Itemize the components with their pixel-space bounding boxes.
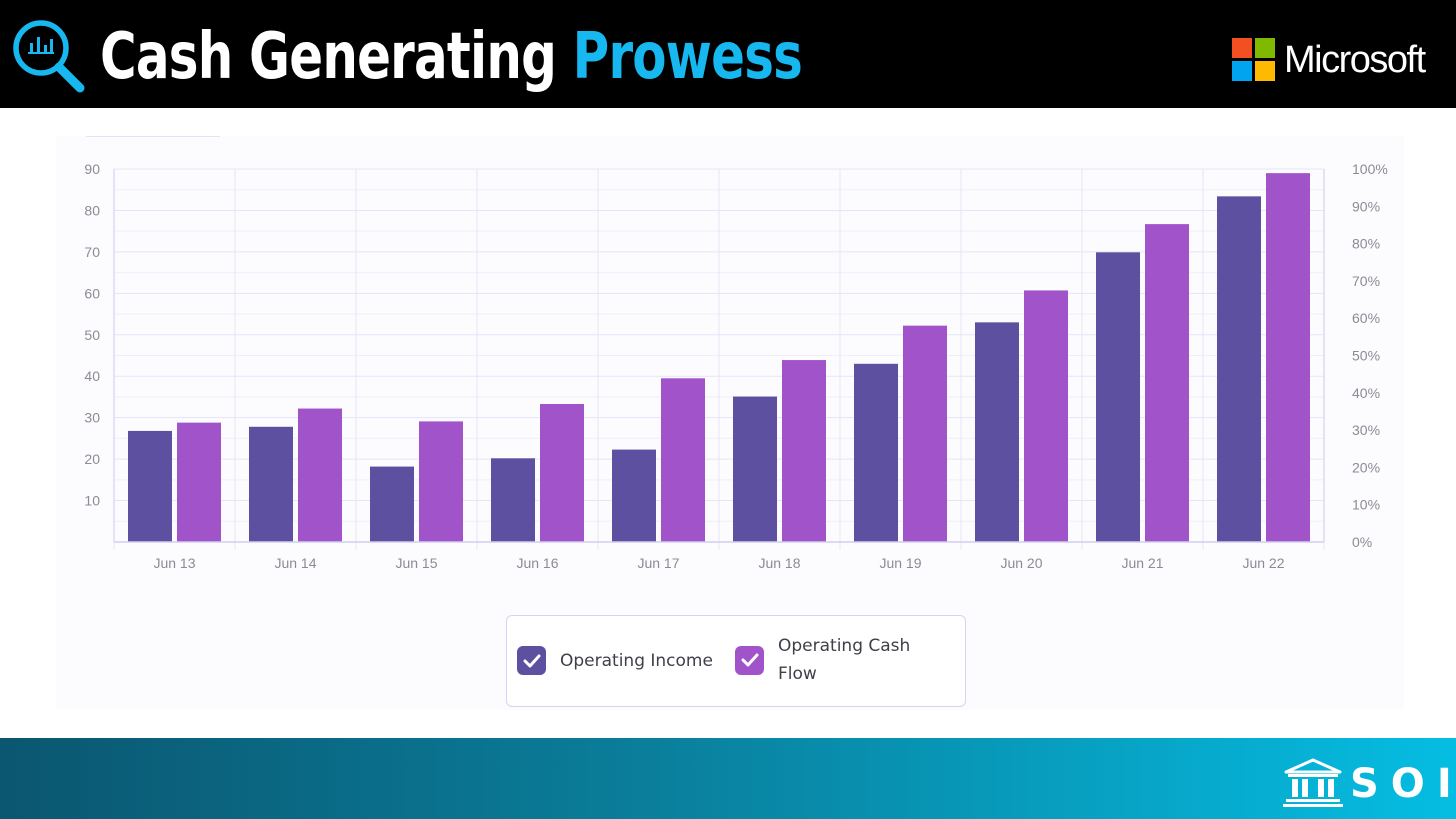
bar-operating-cash-flow	[903, 325, 947, 542]
x-tick-label: Jun 15	[395, 555, 437, 571]
legend-label-block: Operating Cash Flow	[778, 632, 910, 688]
bar-operating-income	[1217, 196, 1261, 542]
brand-name: Microsoft	[1284, 39, 1426, 81]
x-tick-label: Jun 13	[153, 555, 195, 571]
bar-operating-income	[612, 449, 656, 542]
chart-panel: 10 20 30 40 50 60 70 80 90 0% 10% 20% 30% 40% 50% 60% 70…	[56, 136, 1404, 710]
bars	[128, 173, 1310, 543]
y-tick-label: 40	[84, 368, 100, 384]
y2-tick-label: 70%	[1352, 273, 1380, 289]
bar-operating-cash-flow	[1024, 290, 1068, 542]
y-tick-label: 20	[84, 451, 100, 467]
legend-item-operating-income[interactable]: Operating Income	[517, 646, 713, 675]
bar-operating-cash-flow	[1145, 224, 1189, 543]
y2-tick-label: 90%	[1352, 198, 1380, 214]
bank-building-icon	[1283, 758, 1343, 807]
bar-operating-income	[128, 430, 172, 542]
legend-item-operating-cash-flow[interactable]: Operating Cash Flow	[735, 632, 910, 688]
bar-operating-income	[854, 363, 898, 542]
y-tick-label: 80	[84, 202, 100, 218]
axes	[113, 169, 1325, 543]
x-tick-label: Jun 22	[1242, 555, 1284, 571]
bar-operating-cash-flow	[1266, 173, 1310, 542]
y-tick-label: 60	[84, 285, 100, 301]
legend-label-line2: Flow	[778, 664, 817, 684]
y2-tick-label: 100%	[1352, 161, 1388, 177]
checkbox-checked-icon[interactable]	[517, 646, 546, 675]
title-main: Cash Generating	[100, 20, 557, 94]
y2-tick-label: 20%	[1352, 459, 1380, 475]
microsoft-logo-icon	[1232, 38, 1276, 82]
y-tick-label: 50	[84, 327, 100, 343]
y2-tick-label: 10%	[1352, 497, 1380, 513]
y-tick-label: 30	[84, 410, 100, 426]
bar-operating-income	[370, 466, 414, 542]
bar-operating-cash-flow	[540, 403, 584, 542]
magnifier-bar-chart-icon	[13, 20, 85, 93]
x-tick-label: Jun 14	[274, 555, 316, 571]
bar-chart: 10 20 30 40 50 60 70 80 90 0% 10% 20% 30% 40% 50% 60% 70…	[84, 136, 1388, 571]
bar-operating-cash-flow	[661, 378, 705, 542]
bar-operating-cash-flow	[298, 408, 342, 542]
bar-operating-income	[491, 458, 535, 542]
bar-operating-cash-flow	[782, 360, 826, 542]
title-highlight: Prowess	[572, 20, 803, 94]
x-tick-label: Jun 18	[758, 555, 800, 571]
y2-tick-label: 60%	[1352, 310, 1380, 326]
y-tick-label: 70	[84, 244, 100, 260]
x-tick-label: Jun 21	[1121, 555, 1163, 571]
y2-tick-label: 80%	[1352, 236, 1380, 252]
page-title: Cash Generating Prowess	[100, 14, 803, 100]
y-tick-label: 10	[84, 493, 100, 509]
y2-tick-label: 40%	[1352, 385, 1380, 401]
x-tick-label: Jun 20	[1000, 555, 1042, 571]
legend-label: Operating Income	[560, 650, 713, 671]
bar-operating-income	[1096, 252, 1140, 542]
x-tick-label: Jun 17	[637, 555, 679, 571]
bar-operating-cash-flow	[177, 422, 221, 542]
y2-tick-label: 0%	[1352, 534, 1372, 550]
footer-bar	[0, 738, 1456, 819]
y2-tick-label: 30%	[1352, 422, 1380, 438]
bar-operating-income	[733, 396, 777, 542]
tick-labels: 10 20 30 40 50 60 70 80 90 0% 10% 20% 30% 40% 50% 60% 70…	[84, 161, 1387, 571]
bar-operating-income	[249, 426, 293, 542]
x-tick-label: Jun 19	[879, 555, 921, 571]
y2-tick-label: 50%	[1352, 348, 1380, 364]
y-tick-label: 90	[84, 161, 100, 177]
header-bar: Cash Generating Prowess Microsoft	[0, 0, 1456, 108]
chart-legend: Operating Income Operating Cash Flow	[506, 615, 966, 707]
footer-brand: SOIC	[1350, 761, 1456, 807]
bar-operating-income	[975, 322, 1019, 542]
legend-label-line1: Operating Cash	[778, 636, 911, 656]
checkbox-checked-icon[interactable]	[735, 645, 764, 675]
x-tick-label: Jun 16	[516, 555, 558, 571]
grid	[113, 168, 1325, 550]
bar-operating-cash-flow	[419, 421, 463, 542]
